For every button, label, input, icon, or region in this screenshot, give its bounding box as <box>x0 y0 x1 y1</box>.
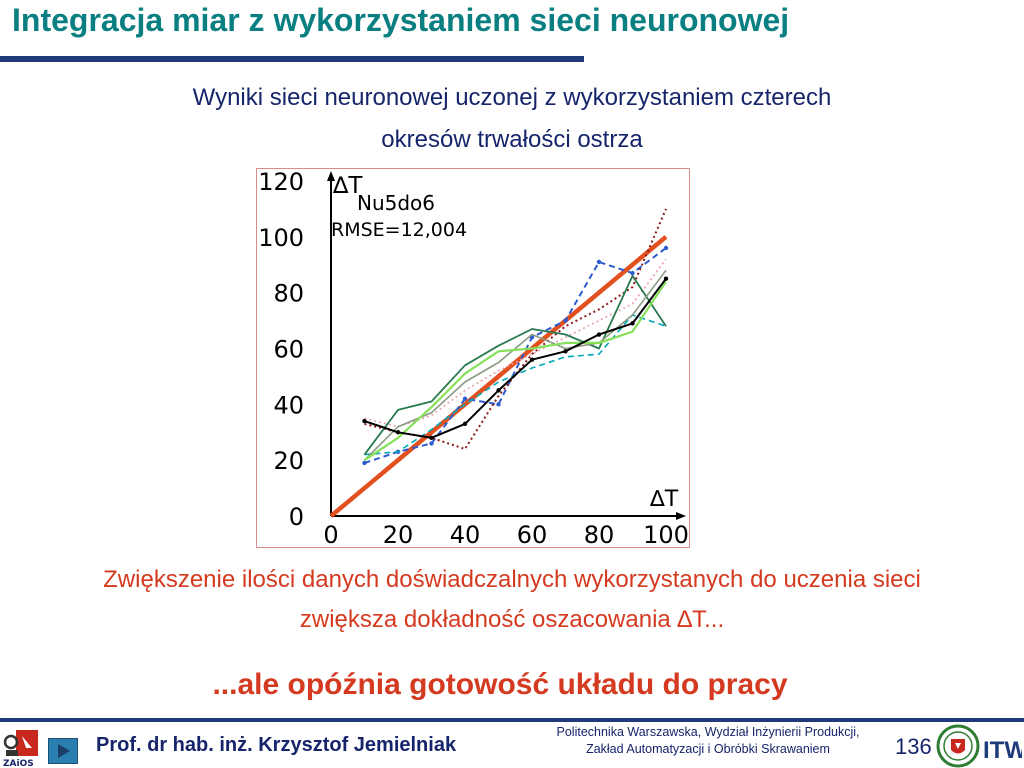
series-2-point <box>563 318 568 323</box>
series-2-point <box>663 245 669 251</box>
subtitle-line-1: Wyniki sieci neuronowej uczonej z wykorz… <box>192 84 832 111</box>
itw-logo-text: ITW <box>983 737 1022 764</box>
series-2-point <box>630 270 635 276</box>
y-axis-arrow <box>327 171 335 181</box>
series-2-point <box>362 460 367 466</box>
zaios-logo: ZAiOS <box>3 730 38 768</box>
y-axis-label-subscript: Nu5do6 <box>357 191 436 215</box>
itw-logo: ITW <box>982 730 1022 764</box>
x-axis-arrow <box>676 512 686 520</box>
series-2-point <box>496 402 501 407</box>
series-9-point <box>395 430 401 435</box>
x-tick-label: 40 <box>450 521 481 547</box>
institution: Politechnika Warszawska, Wydział Inżynie… <box>528 724 888 758</box>
series-9-point <box>462 421 468 427</box>
chart-frame: 0 20 40 60 80 100 0 20 40 60 80 100 120 ∆T Nu5do6 RM… <box>256 168 690 548</box>
series-line-5 <box>364 258 667 428</box>
series-9-point <box>529 357 535 362</box>
x-tick-label: 60 <box>517 521 548 547</box>
series-9-point <box>563 349 568 354</box>
y-axis-label: ∆T <box>333 173 363 199</box>
author-name: Prof. dr hab. inż. Krzysztof Jemielniak <box>96 734 457 756</box>
series-2-point <box>596 259 602 265</box>
rmse-annotation: RMSE=12,004 <box>331 219 468 241</box>
subtitle-line-2: okresów trwałości ostrza <box>381 126 643 153</box>
zaios-logo-text: ZAiOS <box>3 759 34 768</box>
series-9-point <box>663 276 669 281</box>
conclusion-text: ...ale opóźnia gotowość układu do pracy <box>212 668 788 701</box>
series-line-9 <box>364 278 667 439</box>
y-tick-label: 100 <box>258 224 304 252</box>
series-line-1 <box>329 235 668 518</box>
y-tick-label: 40 <box>273 391 304 419</box>
x-tick-label: 20 <box>383 521 414 547</box>
y-tick-label: 60 <box>273 336 304 364</box>
series-line-6 <box>363 275 667 456</box>
institution-line-2: Zakład Automatyzacji i Obróbki Skrawanie… <box>586 742 830 756</box>
footer-divider <box>0 718 1024 722</box>
title-underline <box>0 56 584 62</box>
y-tick-label: 0 <box>289 503 304 531</box>
series-2-point <box>429 441 434 446</box>
institution-line-1: Politechnika Warszawska, Wydział Inżynie… <box>556 725 860 739</box>
note-line-2: zwiększa dokładność oszacowania ∆T... <box>299 606 725 633</box>
series-9-point <box>362 418 367 424</box>
y-tick-label: 80 <box>273 280 304 308</box>
x-tick-label: 0 <box>323 521 338 547</box>
line-chart: 0 20 40 60 80 100 0 20 40 60 80 100 120 <box>258 169 689 547</box>
note-line-1: Zwiększenie ilości danych doświadczalnyc… <box>103 566 921 593</box>
slide-title: Integracja miar z wykorzystaniem sieci n… <box>12 2 790 38</box>
series-9-point <box>429 435 434 441</box>
x-tick-label: 80 <box>584 521 615 547</box>
series-2-point <box>462 396 468 401</box>
series-9-point <box>596 332 602 337</box>
series-line-2 <box>364 247 667 464</box>
page-number: 136 <box>895 734 932 759</box>
y-tick-label: 120 <box>258 169 304 196</box>
x-tick-label: 100 <box>643 521 689 547</box>
y-tick-label: 20 <box>273 447 304 475</box>
next-slide-icon[interactable] <box>48 738 78 764</box>
series-line-8 <box>363 280 667 462</box>
university-seal-icon <box>936 724 980 768</box>
x-axis-label: ∆T <box>650 487 679 512</box>
series-9-point <box>496 388 501 393</box>
series-9-point <box>630 321 635 326</box>
